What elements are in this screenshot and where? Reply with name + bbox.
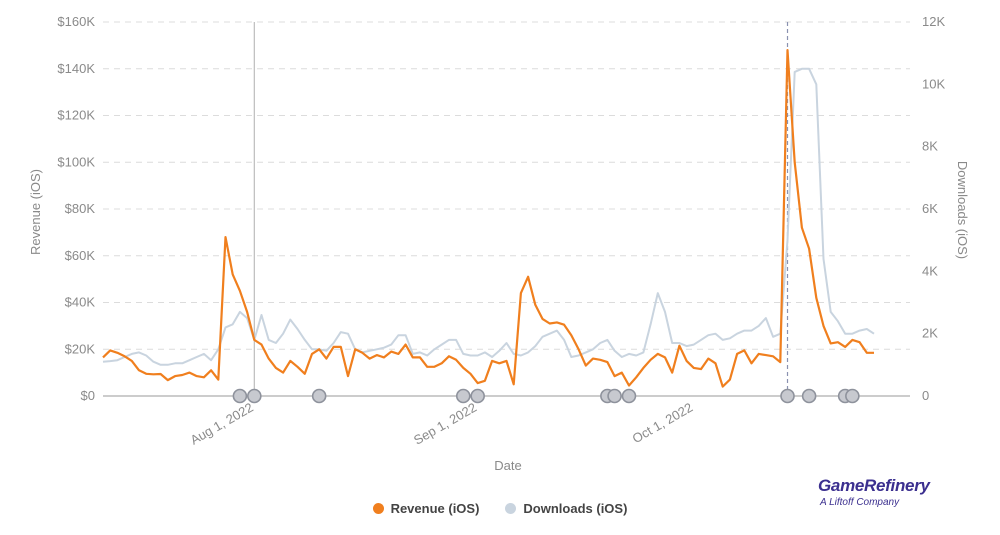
x-axis: Aug 1, 2022 Sep 1, 2022 Oct 1, 2022 [188, 400, 696, 448]
brand-name: GameRefinery [818, 476, 930, 495]
right-axis-title: Downloads (iOS) [955, 161, 970, 259]
legend: Revenue (iOS) Downloads (iOS) [0, 501, 1000, 516]
right-tick-label: 8K [922, 139, 938, 154]
series-line-revenue [102, 48, 874, 388]
left-tick-label: $100K [57, 154, 95, 169]
legend-item-revenue[interactable]: Revenue (iOS) [372, 501, 480, 516]
left-axis-title: Revenue (iOS) [28, 169, 43, 255]
event-marker[interactable] [455, 388, 471, 404]
event-marker[interactable] [607, 388, 622, 404]
reference-lines [253, 22, 789, 396]
legend-swatch-revenue [372, 503, 384, 514]
right-tick-label: 10K [922, 76, 945, 91]
right-tick-label: 0 [922, 388, 929, 403]
left-tick-label: $0 [81, 388, 95, 403]
right-tick-label: 4K [922, 263, 938, 278]
x-tick-label: Aug 1, 2022 [188, 400, 256, 448]
brand-tagline: A Liftoff Company [820, 497, 900, 508]
right-tick-label: 2K [922, 326, 938, 341]
legend-swatch-downloads [505, 503, 517, 514]
x-tick-label: Oct 1, 2022 [630, 400, 696, 447]
legend-label-revenue: Revenue (iOS) [390, 501, 480, 516]
event-marker[interactable] [311, 388, 327, 404]
right-y-axis: 0 2K 4K 6K 8K 10K 12K [922, 14, 945, 403]
left-y-axis: $0 $20K $40K $60K $80K $100K $120K $140K $160K [57, 14, 95, 403]
brand-logo: GameRefinery A Liftoff Company [818, 476, 938, 508]
left-tick-label: $80K [65, 201, 96, 216]
event-marker[interactable] [801, 388, 817, 404]
left-tick-label: $20K [65, 341, 96, 356]
left-tick-label: $60K [65, 248, 96, 263]
legend-item-downloads[interactable]: Downloads (iOS) [505, 501, 627, 516]
left-tick-label: $120K [57, 108, 95, 123]
event-marker[interactable] [470, 388, 485, 404]
left-tick-label: $40K [65, 295, 96, 310]
event-marker[interactable] [621, 388, 637, 404]
event-marker[interactable] [845, 388, 860, 404]
x-axis-title: Date [494, 458, 521, 473]
left-tick-label: $140K [57, 61, 95, 76]
right-tick-label: 12K [922, 14, 945, 29]
series-line-downloads [102, 67, 875, 366]
event-marker[interactable] [232, 388, 248, 404]
event-marker[interactable] [780, 388, 795, 404]
event-marker[interactable] [247, 388, 262, 404]
gridlines [103, 21, 910, 397]
series-lines [102, 48, 875, 388]
left-tick-label: $160K [57, 14, 95, 29]
event-markers[interactable] [232, 388, 860, 404]
x-tick-label: Sep 1, 2022 [411, 400, 479, 448]
legend-label-downloads: Downloads (iOS) [523, 501, 628, 516]
right-tick-label: 6K [922, 201, 938, 216]
